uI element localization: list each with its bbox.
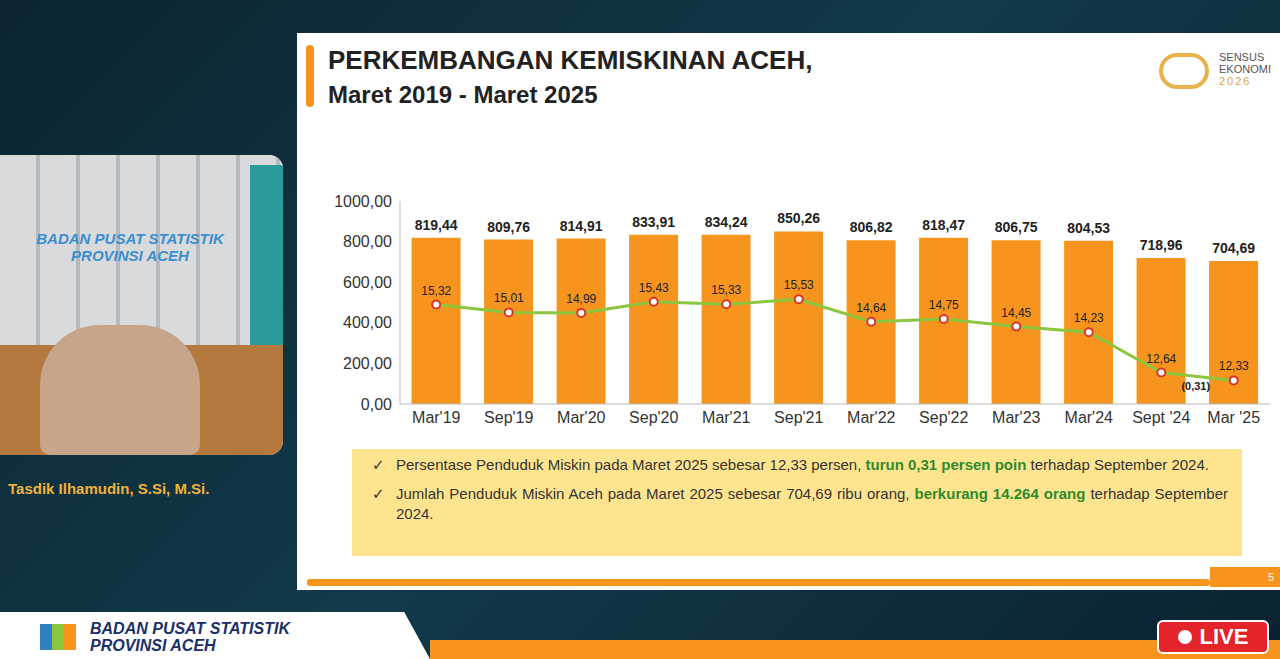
svg-text:0,00: 0,00: [361, 396, 392, 413]
svg-text:12,64: 12,64: [1146, 352, 1176, 366]
svg-text:Sept '24: Sept '24: [1132, 409, 1190, 426]
svg-text:800,00: 800,00: [343, 233, 392, 250]
html-text:SENSUS: SENSUS: [1219, 51, 1265, 63]
svg-text:200,00: 200,00: [343, 355, 392, 372]
svg-text:Mar '25: Mar '25: [1207, 409, 1260, 426]
svg-text:Mar'19: Mar'19: [412, 409, 461, 426]
html-text:Maret 2019 - Maret 2025: Maret 2019 - Maret 2025: [328, 81, 598, 108]
svg-text:Mar'23: Mar'23: [992, 409, 1041, 426]
svg-text:850,26: 850,26: [777, 210, 820, 226]
html-text:LIVE: LIVE: [1199, 624, 1249, 649]
svg-text:Mar'20: Mar'20: [557, 409, 606, 426]
html-text:PROVINSI ACEH: PROVINSI ACEH: [90, 637, 216, 654]
svg-text:Sep'22: Sep'22: [919, 409, 968, 426]
svg-text:Mar'24: Mar'24: [1065, 409, 1114, 426]
svg-text:14,23: 14,23: [1074, 311, 1104, 325]
html-text:EKONOMI: EKONOMI: [1219, 63, 1271, 75]
svg-text:834,24: 834,24: [705, 214, 748, 230]
svg-text:809,76: 809,76: [487, 219, 530, 235]
svg-text:15,43: 15,43: [639, 281, 669, 295]
svg-text:Sep'20: Sep'20: [629, 409, 678, 426]
html-text:Tasdik Ilhamudin, S.Si, M.Si.: Tasdik Ilhamudin, S.Si, M.Si.: [8, 480, 210, 497]
svg-text:806,82: 806,82: [850, 219, 893, 235]
svg-text:818,47: 818,47: [922, 217, 965, 233]
svg-text:14,64: 14,64: [856, 301, 886, 315]
svg-text:15,01: 15,01: [494, 291, 524, 305]
html-text:2026: 2026: [1219, 75, 1252, 87]
html-text:PERKEMBANGAN KEMISKINAN ACEH,: PERKEMBANGAN KEMISKINAN ACEH,: [328, 45, 813, 75]
svg-text:12,33: 12,33: [1219, 359, 1249, 373]
svg-text:(0,31): (0,31): [1181, 380, 1210, 392]
svg-text:14,75: 14,75: [929, 298, 959, 312]
html-text:Jumlah Penduduk Miskin Aceh pa: Jumlah Penduduk Miskin Aceh pada Maret 2…: [396, 485, 1228, 522]
svg-text:Sep'19: Sep'19: [484, 409, 533, 426]
svg-text:15,33: 15,33: [711, 283, 741, 297]
svg-text:Mar'21: Mar'21: [702, 409, 751, 426]
svg-text:806,75: 806,75: [995, 219, 1038, 235]
html-text:BADAN PUSAT STATISTIK: BADAN PUSAT STATISTIK: [90, 620, 290, 637]
svg-text:814,91: 814,91: [560, 218, 603, 234]
html-text:BADAN PUSAT STATISTIK PROVINSI: BADAN PUSAT STATISTIK PROVINSI ACEH: [36, 230, 224, 264]
svg-text:15,53: 15,53: [784, 278, 814, 292]
svg-text:14,45: 14,45: [1001, 306, 1031, 320]
html-text:5: 5: [1267, 571, 1274, 583]
svg-text:1000,00: 1000,00: [334, 193, 392, 210]
svg-text:804,53: 804,53: [1067, 220, 1110, 236]
svg-text:Mar'22: Mar'22: [847, 409, 896, 426]
svg-text:704,69: 704,69: [1212, 240, 1255, 256]
svg-text:14,99: 14,99: [566, 292, 596, 306]
svg-text:15,32: 15,32: [421, 284, 451, 298]
svg-text:819,44: 819,44: [415, 217, 458, 233]
html-text:Persentase Penduduk Miskin pad: Persentase Penduduk Miskin pada Maret 20…: [396, 456, 1209, 473]
svg-text:718,96: 718,96: [1140, 237, 1183, 253]
svg-text:600,00: 600,00: [343, 274, 392, 291]
svg-text:Sep'21: Sep'21: [774, 409, 823, 426]
svg-text:400,00: 400,00: [343, 314, 392, 331]
svg-text:833,91: 833,91: [632, 214, 675, 230]
